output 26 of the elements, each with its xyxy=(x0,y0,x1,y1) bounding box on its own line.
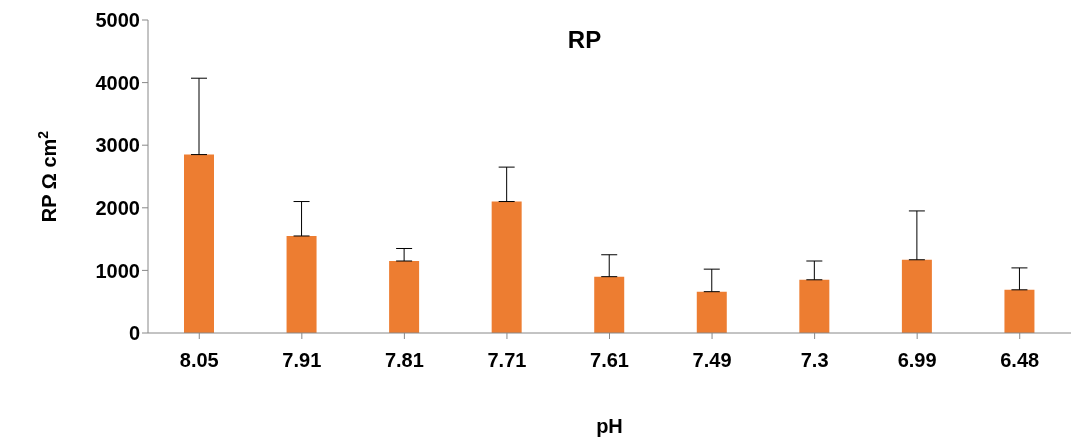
y-tick-label: 0 xyxy=(128,322,140,345)
bar xyxy=(491,201,522,333)
bar xyxy=(901,259,932,333)
bar xyxy=(184,154,214,333)
y-tick-label: 5000 xyxy=(95,9,140,32)
bar xyxy=(1004,289,1035,333)
x-tick-label: 7.3 xyxy=(800,349,829,372)
x-tick-label: 8.05 xyxy=(179,349,219,372)
bar xyxy=(696,291,727,333)
bar xyxy=(389,261,420,333)
y-tick-label: 3000 xyxy=(95,134,140,157)
x-tick-label: 6.48 xyxy=(1000,349,1040,372)
y-tick-label: 4000 xyxy=(95,71,140,94)
x-tick-label: 7.81 xyxy=(384,349,424,372)
y-tick-label: 1000 xyxy=(95,259,140,282)
bar xyxy=(286,235,317,333)
x-tick-label: 7.61 xyxy=(590,349,629,372)
x-axis-title: pH xyxy=(596,415,623,437)
y-tick-label: 2000 xyxy=(95,196,140,219)
x-tick-label: 7.71 xyxy=(487,349,527,372)
x-tick-label: 6.99 xyxy=(897,349,937,372)
chart-title: RP xyxy=(567,26,602,53)
bar xyxy=(594,276,625,333)
x-tick-label: 7.91 xyxy=(282,349,322,372)
x-tick-label: 7.49 xyxy=(692,349,732,372)
bar xyxy=(799,279,830,333)
